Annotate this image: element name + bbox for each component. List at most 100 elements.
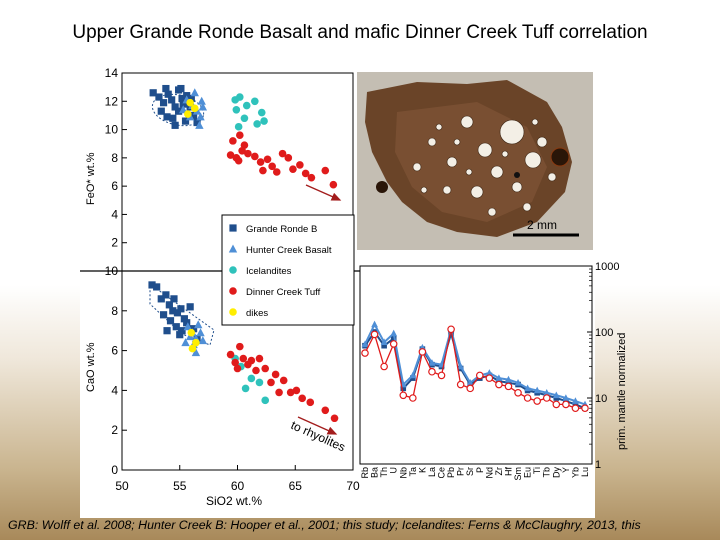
feo-point-dinner-creek-tuff	[272, 168, 281, 176]
cao-point-icelandites	[255, 378, 264, 387]
cao-point-grande-ronde-b	[176, 331, 184, 339]
cao-point-hunter-creek-basalt	[196, 328, 205, 337]
spider-category-label: Th	[379, 467, 389, 478]
to-rhyolites-label: to rhyolites	[289, 418, 348, 454]
cao-point-grande-ronde-b	[177, 305, 185, 313]
spider-ytick-label: 10	[595, 393, 607, 405]
spider-category-label: Ce	[437, 467, 447, 479]
cao-point-dinner-creek-tuff	[267, 378, 275, 387]
cao-point-hunter-creek-basalt	[194, 320, 203, 329]
spider-point-dinner-creek-tuff	[437, 371, 446, 380]
cao-point-hunter-creek-basalt	[198, 336, 208, 345]
legend-marker-grande-ronde-b	[229, 224, 237, 232]
cao-point-icelandites	[247, 374, 256, 383]
feo-ytick-label: 12	[105, 94, 119, 108]
cao-ytick-label: 6	[111, 344, 118, 358]
cao-axis-label: CaO wt.%	[85, 342, 97, 392]
legend-marker-dinner-creek-tuff	[229, 287, 237, 295]
feo-point-dinner-creek-tuff	[236, 131, 244, 140]
feo-point-grande-ronde-b	[149, 89, 157, 97]
legend-label: Dinner Creek Tuff	[246, 287, 321, 298]
feo-point-icelandites	[240, 114, 249, 123]
feo-point-dikes	[186, 98, 194, 107]
spider-point-dinner-creek-tuff	[428, 367, 436, 376]
spider-point-dinner-creek-tuff	[399, 391, 408, 400]
cao-point-grande-ronde-b	[148, 281, 156, 289]
cao-point-grande-ronde-b	[178, 327, 186, 335]
feo-ytick-label: 10	[105, 123, 119, 137]
spider-axis-label: prim. mantle normalized	[616, 333, 628, 450]
legend-marker-icelandites	[229, 266, 237, 274]
spider-point-hunter-creek-basalt	[390, 329, 398, 337]
spider-category-label: Dy	[551, 467, 561, 478]
legend-label: Hunter Creek Basalt	[246, 245, 332, 256]
cao-point-dinner-creek-tuff	[292, 386, 301, 395]
cao-point-hunter-creek-basalt	[183, 322, 193, 331]
feo-point-dikes	[184, 110, 192, 118]
feo-point-grande-ronde-b	[163, 113, 171, 121]
spider-category-label: K	[417, 467, 427, 473]
feo-point-grande-ronde-b	[171, 103, 179, 111]
feo-point-dinner-creek-tuff	[296, 161, 304, 169]
spider-point-hunter-creek-basalt	[380, 338, 388, 346]
feo-point-dinner-creek-tuff	[251, 152, 259, 161]
spider-point-dinner-creek-tuff	[475, 371, 484, 380]
cao-point-dinner-creek-tuff	[226, 350, 235, 359]
cao-point-grande-ronde-b	[165, 301, 173, 309]
spider-category-label: Tb	[542, 467, 552, 478]
spider-point-hunter-creek-basalt	[409, 371, 417, 379]
feo-point-grande-ronde-b	[168, 96, 176, 104]
sio2-xtick-label: 65	[289, 479, 303, 493]
feo-ytick-label: 6	[111, 179, 118, 193]
feo-point-grande-ronde-b	[171, 121, 179, 129]
cao-point-dikes	[187, 328, 196, 337]
feo-point-grande-ronde-b	[178, 94, 186, 103]
feo-point-icelandites	[232, 105, 241, 114]
cao-ytick-label: 0	[111, 463, 118, 477]
cao-point-grande-ronde-b	[159, 311, 168, 319]
feo-point-hunter-creek-basalt	[198, 102, 208, 111]
feo-ytick-label: 4	[111, 207, 118, 221]
cao-point-dikes	[192, 338, 200, 347]
spider-point-dinner-creek-tuff	[533, 397, 541, 405]
cao-point-grande-ronde-b	[186, 303, 194, 311]
cao-ytick-label: 4	[111, 383, 118, 397]
feo-point-icelandites	[257, 108, 266, 117]
feo-point-dinner-creek-tuff	[321, 166, 330, 175]
spider-category-label: Eu	[523, 467, 533, 478]
feo-point-dinner-creek-tuff	[263, 155, 272, 164]
feo-point-dinner-creek-tuff	[259, 166, 267, 175]
cao-point-dinner-creek-tuff	[321, 406, 330, 415]
spider-point-hunter-creek-basalt	[371, 320, 378, 328]
feo-point-grande-ronde-b	[179, 100, 187, 108]
cao-point-dinner-creek-tuff	[306, 398, 315, 407]
cao-ytick-label: 10	[105, 264, 119, 278]
cao-point-dinner-creek-tuff	[261, 364, 270, 373]
feo-point-hunter-creek-basalt	[195, 120, 204, 129]
feo-point-grande-ronde-b	[187, 94, 195, 103]
cao-point-dinner-creek-tuff	[252, 366, 260, 375]
sio2-axis-label: SiO2 wt.%	[206, 494, 262, 508]
spider-category-label: Y	[561, 467, 571, 473]
chart-marks: 0246810121402468105055606570Grande Ronde…	[105, 66, 620, 493]
spider-point-dinner-creek-tuff	[581, 404, 589, 413]
spider-point-hunter-creek-basalt	[466, 378, 474, 386]
spider-category-label: Nb	[398, 467, 408, 479]
feo-point-grande-ronde-b	[193, 118, 201, 127]
cao-point-grande-ronde-b	[169, 307, 177, 315]
spider-point-dinner-creek-tuff	[523, 394, 532, 402]
feo-ytick-label: 8	[111, 151, 118, 165]
feo-point-icelandites	[242, 101, 251, 110]
cao-point-dinner-creek-tuff	[275, 388, 283, 397]
feo-point-grande-ronde-b	[190, 111, 198, 120]
legend-marker-dikes	[229, 308, 237, 316]
cao-point-icelandites	[261, 396, 270, 405]
spider-point-dinner-creek-tuff	[447, 325, 455, 334]
spider-point-dinner-creek-tuff	[542, 394, 551, 402]
feo-point-grande-ronde-b	[169, 114, 177, 122]
spider-point-grande-ronde-b	[400, 385, 407, 392]
feo-ytick-label: 14	[105, 66, 119, 80]
spider-category-label: P	[475, 467, 485, 473]
sio2-xtick-label: 50	[115, 479, 129, 493]
feo-axis-label: FeO* wt.%	[85, 152, 97, 205]
